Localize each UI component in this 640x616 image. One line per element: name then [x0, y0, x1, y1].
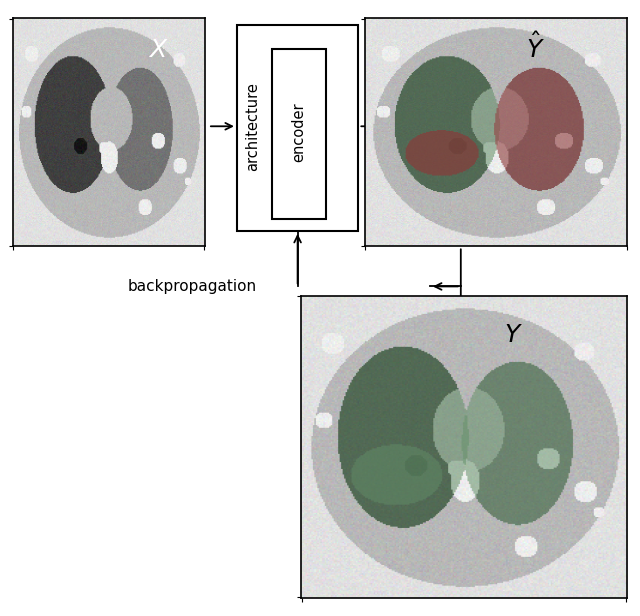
Text: backpropagation: backpropagation [128, 279, 257, 294]
Bar [272, 49, 326, 219]
Text: $\mathcal{L}$: $\mathcal{L}$ [454, 351, 468, 370]
Bar [237, 25, 358, 231]
Text: $\hat{Y}$: $\hat{Y}$ [526, 33, 545, 63]
Text: $Y$: $Y$ [504, 323, 522, 347]
Text: encoder: encoder [291, 103, 307, 162]
Text: $X$: $X$ [148, 38, 169, 62]
Circle shape [430, 331, 492, 390]
Text: architecture: architecture [245, 82, 260, 171]
